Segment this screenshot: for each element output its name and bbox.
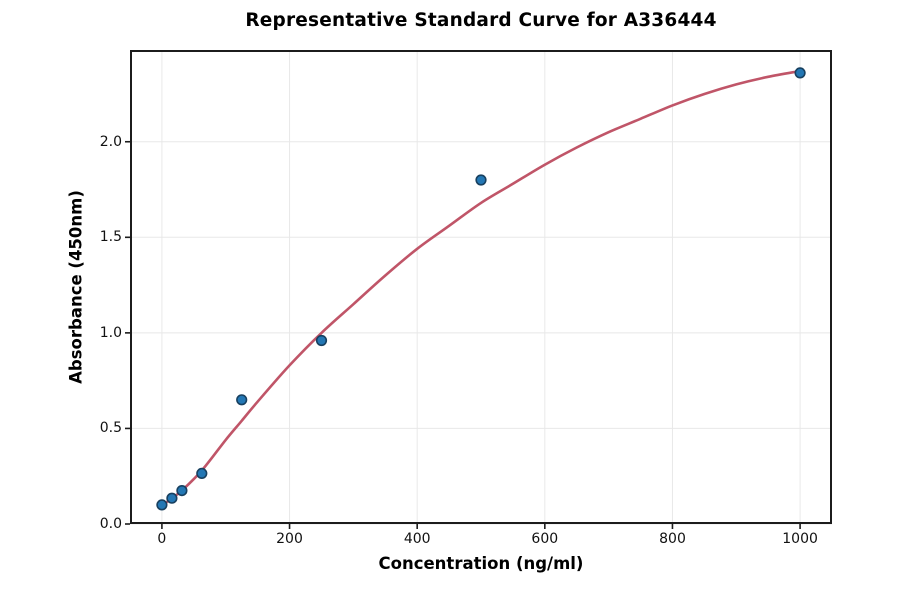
data-point [156, 499, 168, 511]
y-tick-label: 2.0 [99, 133, 122, 150]
data-point-markers [156, 67, 806, 511]
chart-title: Representative Standard Curve for A33644… [245, 10, 717, 31]
x-tick-label: 200 [276, 531, 303, 547]
x-tick-label: 0 [157, 531, 167, 547]
x-tick-label: 800 [659, 531, 686, 547]
fit-curve-path [160, 69, 802, 508]
y-tick-label: 1.0 [99, 324, 122, 341]
plot-border [130, 50, 832, 524]
data-point [475, 174, 487, 186]
data-point [166, 492, 178, 504]
y-tick-label: 1.5 [99, 229, 122, 246]
data-point [196, 467, 208, 480]
fit-curve-line [160, 69, 802, 508]
axis-tick-marks [125, 140, 801, 529]
plot-frame [130, 50, 832, 524]
x-tick-label: 400 [403, 531, 431, 547]
data-point [176, 485, 188, 497]
x-tick-label: 1000 [782, 531, 818, 547]
y-axis-label: Absorbance (450nm) [66, 190, 86, 384]
x-axis-label: Concentration (ng/ml) [378, 554, 584, 573]
y-tick-label: 0.5 [99, 420, 122, 437]
data-point [315, 334, 328, 347]
grid-lines [130, 50, 832, 525]
data-point [236, 394, 248, 406]
x-tick-label: 600 [531, 531, 559, 547]
data-point [794, 67, 806, 79]
y-tick-label: 0.0 [99, 516, 122, 532]
